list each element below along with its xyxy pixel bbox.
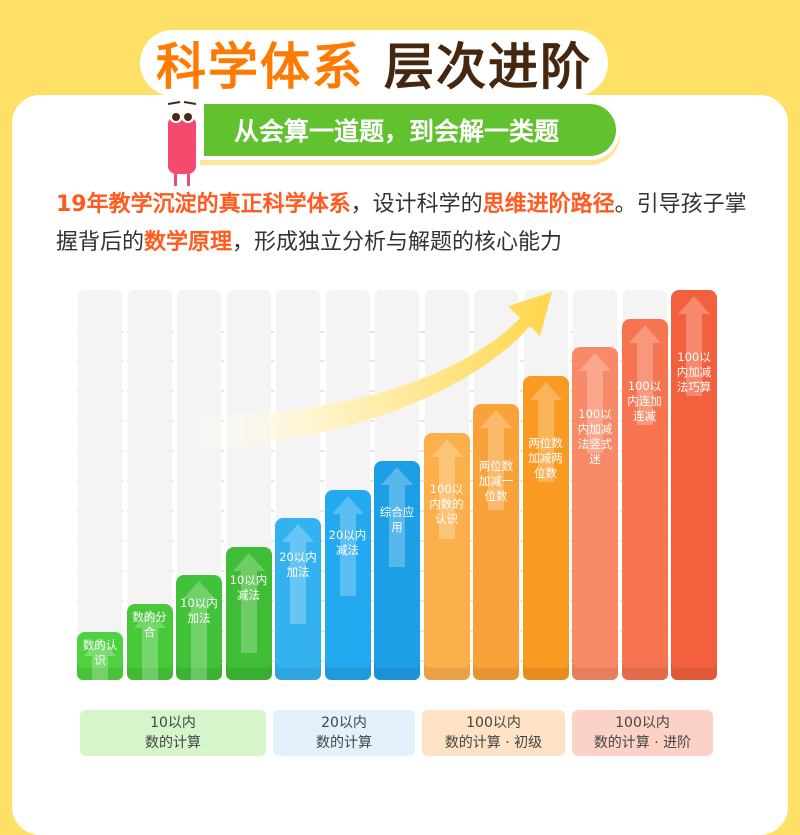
subtitle-banner: 从会算一道题，到会解一类题 [200,100,620,160]
text: ，设计科学的 [350,192,483,217]
stage-range: 100以内 [615,715,670,731]
growth-arrow-icon [175,292,552,450]
up-arrow-icon [84,638,116,680]
step-label: 10以内减法 [229,573,268,603]
up-arrow-icon [430,438,463,539]
up-arrow-icon [678,296,710,396]
title-part1: 科学体系 [156,38,364,96]
step-bar: 100以内数的认识 [423,432,470,680]
step-bar: 数的认识 [77,632,123,680]
highlight-text: 数学原理 [144,230,233,255]
step-label: 20以内减法 [328,527,367,557]
stage-legend: 100以内数的计算 · 进阶 [572,710,713,756]
step-bar: 10以内加法 [176,575,222,680]
up-arrow-icon [232,552,265,653]
step-label: 综合应用 [379,504,415,534]
up-arrow-icon [579,353,611,453]
stage-range: 10以内 [150,715,196,731]
stage-range: 100以内 [466,715,521,731]
stage-legend: 20以内数的计算 [273,710,415,756]
stage-name: 数的计算 · 进阶 [593,735,692,751]
stage-legend: 100以内数的计算 · 初级 [422,710,565,756]
step-label: 100以内连加连减 [627,378,662,423]
title-part2: 层次进阶 [384,38,592,96]
step-label: 100以内数的认识 [429,482,464,526]
step-bar: 100以内连加连减 [621,318,668,680]
step-label: 数的分合 [132,609,167,639]
stage-range: 20以内 [321,715,367,731]
step-label: 两位数加减两位数 [528,435,563,480]
step-bar: 综合应用 [374,461,420,680]
step-bar: 100以内加减法巧算 [671,290,717,680]
step-bar: 两位数加减两位数 [522,375,569,680]
highlight-text: 思维进阶路径 [482,192,615,217]
up-arrow-icon [529,381,562,482]
step-bar: 20以内减法 [324,489,371,680]
column-background [78,290,122,680]
up-arrow-icon [133,609,166,680]
up-arrow-icon [480,410,512,510]
step-bar: 20以内加法 [275,518,321,680]
up-arrow-icon [183,581,215,680]
step-bar: 10以内减法 [225,546,272,680]
step-label: 100以内加减法巧算 [676,350,712,394]
step-label: 数的认识 [82,638,118,667]
stage-name: 数的计算 [316,735,372,751]
up-arrow-icon [628,324,661,425]
step-label: 20以内加法 [279,550,317,580]
up-arrow-icon [282,524,314,624]
intro-paragraph: 19年教学沉淀的真正科学体系，设计科学的思维进阶路径。引导孩子掌握背后的数学原理… [56,186,756,262]
stage-name: 数的计算 · 初级 [444,735,543,751]
page-title: 科学体系 层次进阶 [140,30,608,96]
up-arrow-icon [331,495,364,596]
step-label: 10以内加法 [180,596,218,625]
mascot-icon [167,101,197,186]
stage-legend: 10以内数的计算 [80,710,266,756]
step-label: 100以内加减法竖式迷 [577,407,613,466]
up-arrow-icon [381,467,413,567]
step-bar: 两位数加减一位数 [473,404,519,680]
step-bar: 数的分合 [126,603,173,680]
stage-name: 数的计算 [145,735,201,751]
text: 。引导孩子掌握背后的 [56,192,747,255]
step-bar: 100以内加减法竖式迷 [572,347,618,680]
progression-chart: 数的认识 数的分合 10以内加法 10以内减法 20以内加法 20以内减法 综合应用 100以… [77,290,717,756]
step-label: 两位数加减一位数 [478,459,514,504]
highlight-text: 19年教学沉淀的真正科学体系 [56,192,351,217]
text: ，形成独立分析与解题的核心能力 [232,230,563,255]
